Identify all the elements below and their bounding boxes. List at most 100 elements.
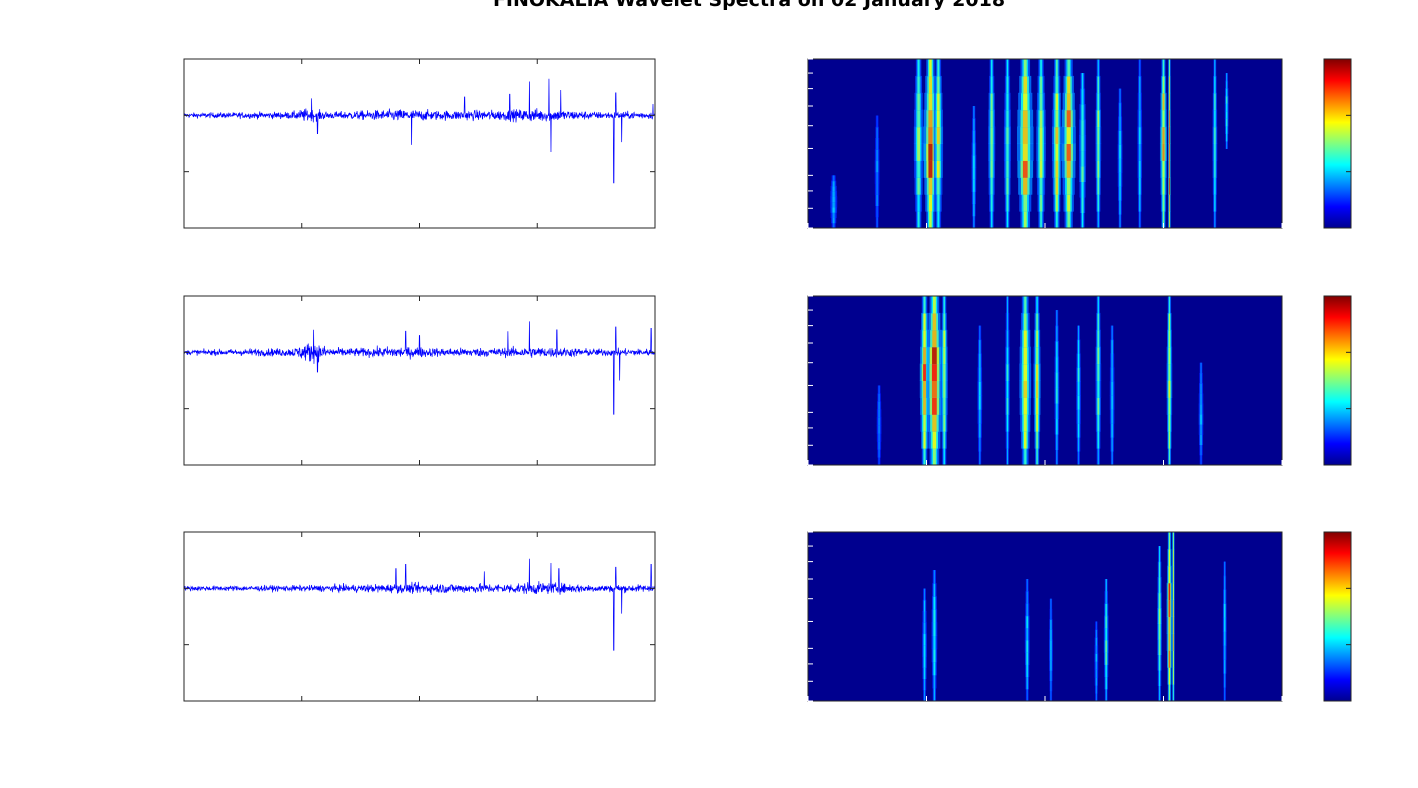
power-burst-8 <box>1006 143 1009 161</box>
power-burst-7 <box>1158 608 1161 625</box>
power-burst-10 <box>1224 687 1226 702</box>
power-burst-11 <box>1097 380 1100 398</box>
power-burst-19 <box>1214 143 1216 161</box>
power-burst-5 <box>937 92 940 111</box>
power-burst-5 <box>979 339 981 354</box>
power-burst-4 <box>1050 619 1052 630</box>
power-burst-1 <box>878 417 880 426</box>
power-burst-1 <box>924 588 925 601</box>
power-burst-6 <box>1105 688 1107 702</box>
power-burst-5 <box>979 367 981 382</box>
power-burst-6 <box>973 130 975 144</box>
power-burst-11 <box>1097 329 1100 348</box>
power-burst-10 <box>1078 325 1079 341</box>
power-burst-4 <box>943 431 946 449</box>
power-burst-8 <box>1168 650 1171 668</box>
power-burst-1 <box>923 633 926 646</box>
power-burst-9 <box>1022 109 1028 128</box>
power-burst-1 <box>832 217 835 224</box>
power-burst-4 <box>1050 660 1052 671</box>
power-burst-16 <box>1139 211 1141 229</box>
power-burst-10 <box>1224 589 1226 604</box>
power-burst-4 <box>943 414 946 432</box>
power-burst-15 <box>1119 186 1121 201</box>
power-burst-5 <box>937 75 940 94</box>
power-burst-12 <box>1111 423 1113 438</box>
power-burst-12 <box>1067 211 1070 229</box>
power-burst-13 <box>1081 166 1084 183</box>
power-burst-4 <box>929 211 932 229</box>
power-burst-14 <box>1097 75 1099 94</box>
power-burst-14 <box>1200 444 1202 456</box>
power-burst-7 <box>1158 577 1161 594</box>
power-burst-7 <box>990 177 993 195</box>
power-burst-2 <box>876 115 878 128</box>
power-burst-13 <box>1081 119 1084 136</box>
power-burst-20 <box>1226 103 1228 112</box>
power-burst-11 <box>1055 177 1059 195</box>
power-burst-10 <box>1224 659 1226 674</box>
power-burst-9 <box>1023 92 1028 111</box>
power-burst-8 <box>1168 633 1171 651</box>
power-burst-4 <box>928 109 933 128</box>
power-burst-6 <box>1006 329 1009 348</box>
power-burst-5 <box>937 59 940 77</box>
power-burst-10 <box>1078 339 1080 354</box>
power-burst-12 <box>1111 451 1113 466</box>
power-burst-1 <box>832 185 835 192</box>
power-burst-8 <box>1168 548 1171 567</box>
power-burst-6 <box>1006 346 1009 365</box>
power-burst-4 <box>1050 639 1052 651</box>
power-burst-14 <box>1200 454 1202 466</box>
power-burst-18 <box>1169 92 1170 111</box>
power-burst-19 <box>1214 126 1216 144</box>
power-burst-3 <box>917 59 920 77</box>
power-burst-1 <box>878 457 880 466</box>
power-burst-9 <box>1056 418 1058 435</box>
power-burst-19 <box>1214 160 1216 178</box>
power-burst-8 <box>1168 684 1170 702</box>
power-burst-5 <box>937 160 940 178</box>
power-burst-14 <box>1200 362 1202 374</box>
power-burst-11 <box>1055 109 1059 128</box>
figure-suptitle: FINOKALIA Wavelet Spectra on 02 January … <box>493 0 1005 11</box>
power-burst-8 <box>1168 599 1171 617</box>
power-burst-10 <box>1077 395 1080 410</box>
power-burst-10 <box>1077 353 1080 368</box>
power-burst-3 <box>932 312 937 331</box>
power-burst-12 <box>1066 177 1071 195</box>
power-burst-13 <box>1168 397 1171 415</box>
power-burst-7 <box>1158 654 1161 671</box>
power-burst-13 <box>1081 73 1084 90</box>
power-burst-11 <box>1097 431 1099 449</box>
power-burst-9 <box>1022 160 1028 178</box>
power-burst-13 <box>1168 346 1171 365</box>
power-burst-4 <box>928 75 933 94</box>
colorbar-2 <box>1323 295 1352 466</box>
power-burst-11 <box>1055 160 1059 178</box>
power-burst-3 <box>931 380 937 398</box>
power-burst-2 <box>933 596 936 610</box>
power-burst-10 <box>1039 126 1043 144</box>
power-burst-5 <box>1095 621 1097 630</box>
power-burst-7 <box>991 59 993 77</box>
power-burst-8 <box>1168 532 1170 550</box>
power-burst-17 <box>1162 160 1165 178</box>
power-burst-3 <box>917 160 920 178</box>
power-burst-10 <box>1039 177 1043 195</box>
power-burst-15 <box>1119 102 1121 117</box>
power-burst-6 <box>973 105 975 119</box>
power-burst-3 <box>917 126 921 144</box>
power-burst-7 <box>1023 363 1028 381</box>
power-burst-4 <box>1050 598 1052 610</box>
power-burst-10 <box>1224 603 1226 618</box>
power-burst-6 <box>973 142 975 156</box>
power-burst-1 <box>924 689 925 702</box>
power-burst-14 <box>1200 383 1202 394</box>
power-burst-6 <box>1006 431 1008 449</box>
power-burst-10 <box>1077 381 1080 396</box>
power-burst-17 <box>1162 75 1165 94</box>
power-burst-19 <box>1214 92 1216 111</box>
power-burst-8 <box>1168 565 1171 584</box>
power-burst-5 <box>979 353 981 368</box>
